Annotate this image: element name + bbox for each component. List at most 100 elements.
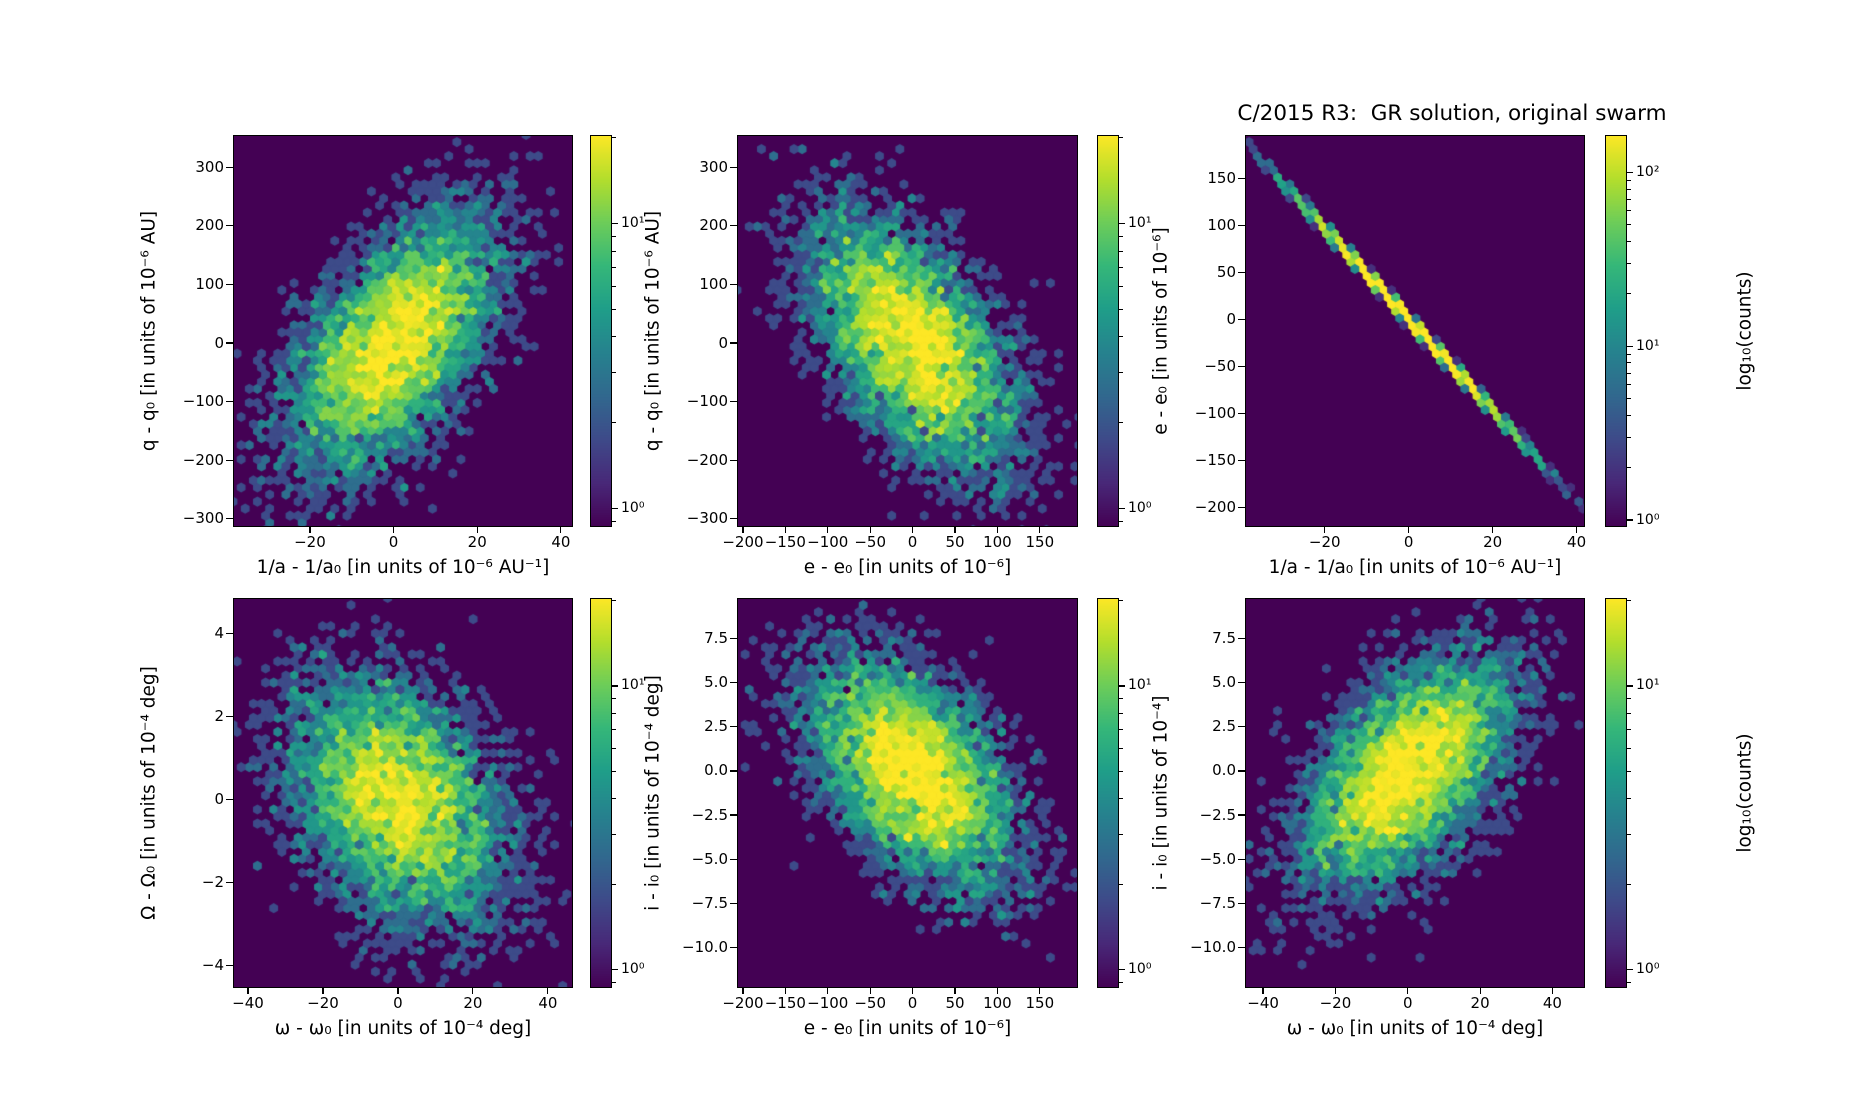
x-tick-mark	[397, 988, 399, 994]
x-tick-label: 40	[1542, 994, 1562, 1012]
y-tick-label: −100	[182, 392, 224, 411]
colorbar-canvas	[1605, 598, 1627, 988]
y-tick-label: −2	[201, 872, 224, 891]
x-tick-mark	[996, 527, 998, 533]
y-tick-mark	[226, 166, 233, 168]
colorbar-major-tick	[1627, 685, 1633, 687]
colorbar-minor-tick	[612, 833, 616, 835]
x-tick-label: 0	[1402, 994, 1413, 1012]
y-tick-mark	[226, 798, 233, 800]
x-tick-label: 50	[945, 994, 965, 1012]
y-tick-mark	[1238, 459, 1245, 461]
y-tick-label: −4	[201, 955, 224, 974]
colorbar-minor-tick	[1627, 600, 1631, 602]
colorbar-minor-tick	[1119, 336, 1123, 338]
colorbar-minor-tick	[1627, 770, 1631, 772]
y-tick-label: 100	[195, 274, 224, 293]
x-tick-mark	[784, 988, 786, 994]
colorbar-minor-tick	[612, 883, 616, 885]
colorbar-minor-tick	[1627, 224, 1631, 226]
colorbar-minor-tick	[1119, 308, 1123, 310]
colorbar-minor-tick	[1627, 833, 1631, 835]
x-tick-mark	[1262, 988, 1264, 994]
y-tick-mark	[730, 166, 737, 168]
colorbar-tick-label: 10¹	[1128, 214, 1152, 231]
y-tick-mark	[730, 283, 737, 285]
x-tick-mark	[954, 527, 956, 533]
colorbar-minor-tick	[1119, 600, 1123, 602]
y-axis-label: i - i₀ [in units of 10⁻⁴]	[1150, 695, 1172, 891]
colorbar-minor-tick	[1627, 198, 1631, 200]
x-tick-label: 0	[907, 994, 918, 1012]
x-tick-label: 0	[393, 994, 403, 1012]
colorbar-minor-tick	[612, 308, 616, 310]
x-tick-mark	[827, 527, 829, 533]
x-tick-label: −150	[764, 533, 806, 551]
colorbar-tick-label: 10⁰	[621, 961, 645, 978]
colorbar-canvas	[590, 135, 612, 527]
y-tick-mark	[1238, 412, 1245, 414]
colorbar-minor-tick	[612, 137, 616, 139]
x-tick-mark	[1324, 527, 1326, 533]
y-axis-label: Ω - Ω₀ [in units of 10⁻⁴ deg]	[138, 666, 160, 920]
hexbin-canvas-bottom-middle	[737, 598, 1078, 988]
colorbar-minor-tick	[612, 798, 616, 800]
x-tick-mark	[472, 988, 474, 994]
x-tick-label: −100	[807, 994, 849, 1012]
y-tick-label: 5.0	[704, 673, 728, 692]
y-tick-mark	[226, 342, 233, 344]
y-tick-label: 2.5	[704, 717, 728, 736]
colorbar-minor-tick	[1627, 362, 1631, 364]
y-tick-label: −100	[686, 392, 728, 411]
x-tick-label: −150	[764, 994, 806, 1012]
colorbar-major-tick	[1119, 507, 1125, 510]
y-tick-label: −2.5	[1199, 805, 1236, 824]
x-tick-label: 20	[1483, 533, 1503, 551]
colorbar-minor-tick	[612, 336, 616, 338]
y-tick-mark	[226, 964, 233, 966]
x-tick-label: −100	[807, 533, 849, 551]
y-tick-label: 150	[1207, 168, 1236, 187]
colorbar-minor-tick	[612, 729, 616, 731]
y-tick-mark	[226, 881, 233, 883]
y-tick-label: 100	[1207, 215, 1236, 234]
colorbar-minor-tick	[612, 748, 616, 750]
y-tick-label: 0	[718, 333, 728, 352]
y-tick-mark	[1238, 177, 1245, 179]
y-tick-mark	[730, 459, 737, 461]
colorbar-minor-tick	[612, 286, 616, 288]
y-tick-label: 0.0	[704, 761, 728, 780]
colorbar-canvas	[1097, 135, 1119, 527]
x-tick-mark	[827, 988, 829, 994]
colorbar-minor-tick	[1119, 137, 1123, 139]
y-tick-mark	[1238, 770, 1245, 772]
colorbar-minor-tick	[1627, 798, 1631, 800]
colorbar-tick-label: 10⁰	[1636, 961, 1660, 978]
colorbar-minor-tick	[612, 600, 616, 602]
y-tick-label: −50	[1204, 356, 1236, 375]
y-tick-label: 7.5	[1212, 629, 1236, 648]
y-tick-mark	[226, 401, 233, 403]
x-tick-label: 40	[1567, 533, 1587, 551]
y-tick-mark	[730, 770, 737, 772]
hexbin-canvas-bottom-right	[1245, 598, 1585, 988]
colorbar-minor-tick	[1119, 286, 1123, 288]
y-tick-label: 200	[195, 216, 224, 235]
colorbar-minor-tick	[1627, 729, 1631, 731]
colorbar-minor-tick	[1119, 698, 1123, 700]
y-tick-label: 300	[195, 157, 224, 176]
x-axis-label: ω - ω₀ [in units of 10⁻⁴ deg]	[1286, 1018, 1544, 1039]
x-tick-label: 150	[1025, 994, 1055, 1012]
y-tick-mark	[1238, 637, 1245, 640]
y-tick-label: −200	[182, 450, 224, 469]
colorbar-minor-tick	[1627, 293, 1631, 295]
colorbar-minor-tick	[1627, 188, 1631, 190]
colorbar-minor-tick	[612, 698, 616, 700]
x-tick-label: 40	[551, 533, 571, 551]
y-tick-mark	[730, 225, 737, 227]
y-tick-label: 0	[1226, 309, 1236, 328]
colorbar-minor-tick	[1119, 521, 1123, 522]
colorbar-major-tick	[1627, 171, 1633, 173]
y-tick-label: −5.0	[691, 849, 728, 868]
x-axis-label: 1/a - 1/a₀ [in units of 10⁻⁶ AU⁻¹]	[256, 557, 550, 578]
